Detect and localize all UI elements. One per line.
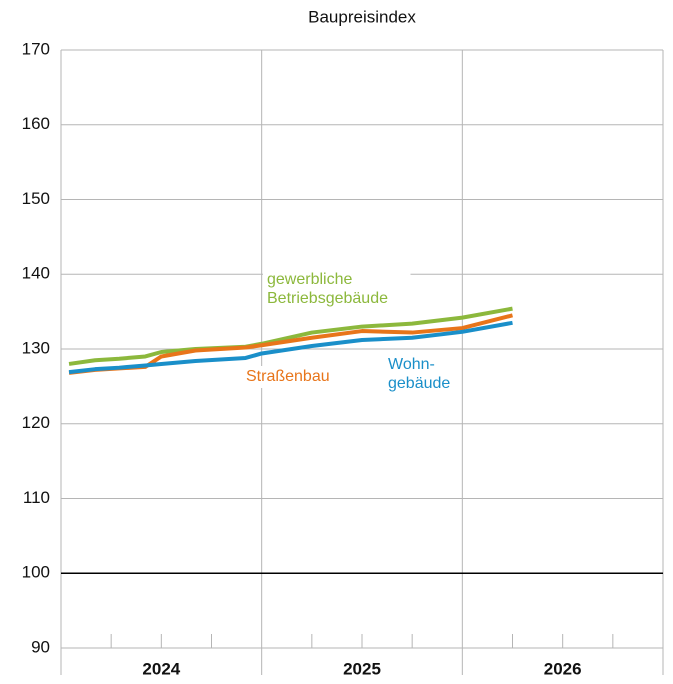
y-tick-label: 100: [22, 563, 50, 582]
y-tick-label: 170: [22, 39, 50, 58]
x-tick-label: 2025: [343, 659, 381, 678]
series-label: Betriebsgebäude: [267, 290, 388, 307]
chart-title: Baupreisindex: [308, 7, 416, 26]
series-label: gewerbliche: [267, 271, 352, 288]
y-tick-label: 120: [22, 413, 50, 432]
y-tick-label: 140: [22, 264, 50, 283]
y-tick-label: 150: [22, 189, 50, 208]
y-tick-label: 130: [22, 338, 50, 357]
y-tick-label: 110: [23, 488, 50, 507]
label-backing: [263, 269, 411, 310]
label-backing: [384, 354, 458, 395]
series-label: gebäude: [388, 375, 450, 392]
x-tick-label: 2026: [544, 659, 582, 678]
series-line: [68, 320, 513, 375]
y-tick-label: 90: [31, 637, 50, 656]
label-backing: [242, 366, 343, 388]
series-label: Straßenbau: [246, 368, 330, 385]
x-tick-label: 2024: [142, 659, 180, 678]
series-label: Wohn-: [388, 356, 435, 373]
y-tick-label: 160: [22, 114, 50, 133]
